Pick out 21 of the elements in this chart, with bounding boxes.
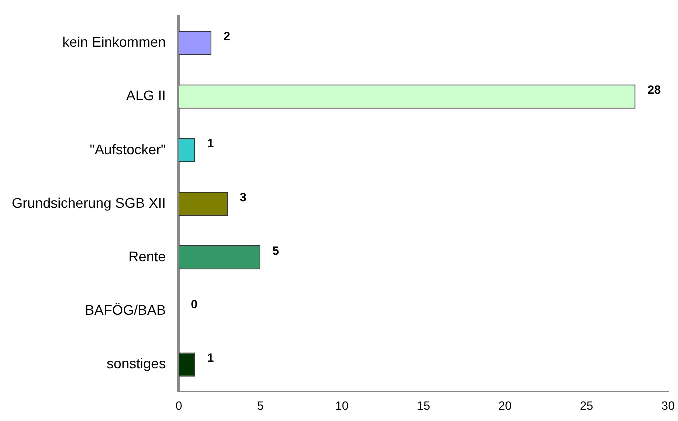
y-tick-label: Rente <box>128 248 166 264</box>
y-tick-label: BAFÖG/BAB <box>85 302 166 318</box>
data-label: 1 <box>207 351 214 366</box>
y-tick-label: "Aufstocker" <box>90 141 166 158</box>
x-tick-label: 10 <box>335 399 350 414</box>
x-tick-label: 15 <box>417 399 431 414</box>
y-tick-label: ALG II <box>126 88 166 104</box>
data-label: 28 <box>648 83 662 98</box>
data-label: 5 <box>272 244 280 258</box>
data-label: 0 <box>191 298 198 312</box>
data-label: 1 <box>207 136 214 151</box>
data-label: 2 <box>224 30 231 44</box>
data-label: 3 <box>240 190 247 204</box>
y-tick-label: Grundsicherung SGB XII <box>12 194 166 211</box>
x-tick-label: 20 <box>498 399 512 414</box>
x-tick-label: 0 <box>176 399 183 414</box>
x-tick-label: 5 <box>257 399 264 414</box>
x-tick-label: 25 <box>580 399 594 414</box>
y-tick-label: sonstiges <box>106 356 166 372</box>
x-tick-label: 30 <box>662 399 676 414</box>
y-tick-label: kein Einkommen <box>62 34 166 50</box>
